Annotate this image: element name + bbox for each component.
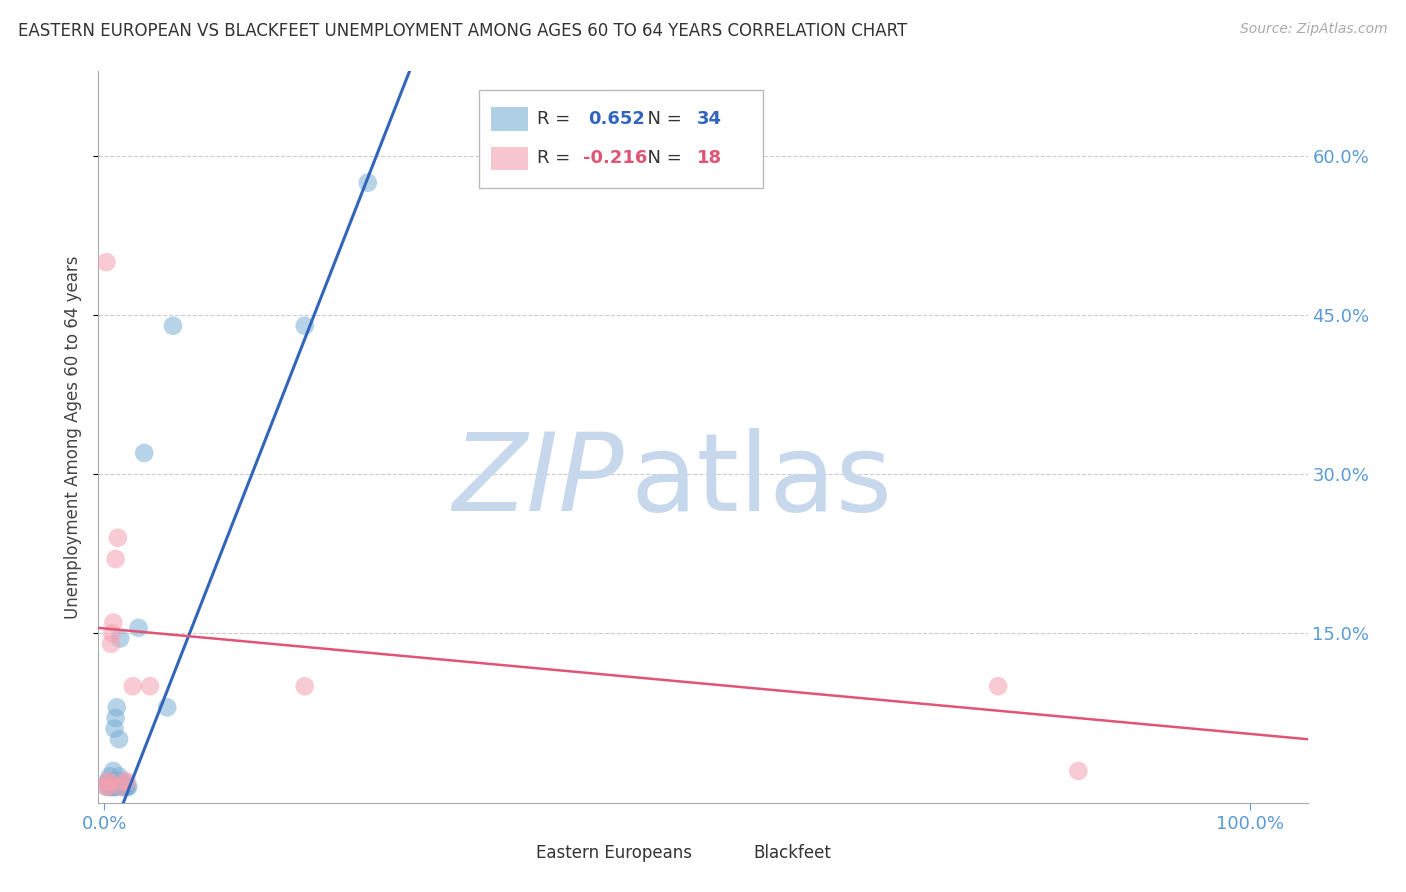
Point <box>114 774 136 789</box>
Point <box>105 700 128 714</box>
Point <box>101 774 124 789</box>
Text: -0.216: -0.216 <box>583 149 648 168</box>
FancyBboxPatch shape <box>716 842 745 864</box>
Point <box>162 318 184 333</box>
Point <box>101 626 124 640</box>
Point <box>98 780 121 794</box>
FancyBboxPatch shape <box>492 146 527 170</box>
Point <box>104 711 127 725</box>
Text: 34: 34 <box>697 110 721 128</box>
Point <box>105 774 128 789</box>
Point <box>103 780 125 794</box>
Point <box>96 780 118 794</box>
Point <box>101 780 124 794</box>
Point <box>156 700 179 714</box>
Text: atlas: atlas <box>630 428 893 534</box>
Point <box>134 446 156 460</box>
Text: R =: R = <box>537 149 576 168</box>
Point <box>104 780 127 794</box>
Point <box>103 615 125 630</box>
Text: EASTERN EUROPEAN VS BLACKFEET UNEMPLOYMENT AMONG AGES 60 TO 64 YEARS CORRELATION: EASTERN EUROPEAN VS BLACKFEET UNEMPLOYME… <box>18 22 907 40</box>
Point <box>107 774 129 789</box>
Point <box>110 780 132 794</box>
Point <box>128 621 150 635</box>
Point <box>108 732 131 747</box>
Text: 18: 18 <box>697 149 723 168</box>
Point <box>103 764 125 778</box>
FancyBboxPatch shape <box>479 90 763 188</box>
Point <box>100 774 122 789</box>
FancyBboxPatch shape <box>498 842 527 864</box>
Point <box>108 769 131 783</box>
Point <box>357 176 380 190</box>
Point <box>97 774 120 789</box>
Text: ZIP: ZIP <box>453 428 624 533</box>
Text: Source: ZipAtlas.com: Source: ZipAtlas.com <box>1240 22 1388 37</box>
Point <box>117 780 139 794</box>
Point <box>97 780 120 794</box>
Point <box>294 318 316 333</box>
Point <box>115 774 138 789</box>
FancyBboxPatch shape <box>492 107 527 130</box>
Point <box>104 552 127 566</box>
Point <box>112 780 135 794</box>
Text: N =: N = <box>637 110 688 128</box>
Point <box>96 255 118 269</box>
Point <box>115 780 138 794</box>
Point <box>100 780 122 794</box>
Text: N =: N = <box>637 149 688 168</box>
Point <box>97 774 120 789</box>
Text: Eastern Europeans: Eastern Europeans <box>536 844 692 863</box>
Point <box>100 637 122 651</box>
Point <box>97 774 120 789</box>
Point <box>98 769 121 783</box>
Point <box>96 780 118 794</box>
Point <box>114 780 136 794</box>
Point <box>107 531 129 545</box>
Text: Blackfeet: Blackfeet <box>754 844 832 863</box>
Point <box>110 780 132 794</box>
Point <box>111 774 134 789</box>
Point <box>294 679 316 693</box>
Text: R =: R = <box>537 110 576 128</box>
Point <box>139 679 162 693</box>
Point <box>108 632 131 646</box>
Point <box>121 679 143 693</box>
Point <box>987 679 1010 693</box>
Point <box>98 774 121 789</box>
Point <box>115 780 138 794</box>
Y-axis label: Unemployment Among Ages 60 to 64 years: Unemployment Among Ages 60 to 64 years <box>65 255 83 619</box>
Point <box>1067 764 1090 778</box>
Text: 0.652: 0.652 <box>588 110 645 128</box>
Point <box>103 722 125 736</box>
Point <box>103 780 125 794</box>
